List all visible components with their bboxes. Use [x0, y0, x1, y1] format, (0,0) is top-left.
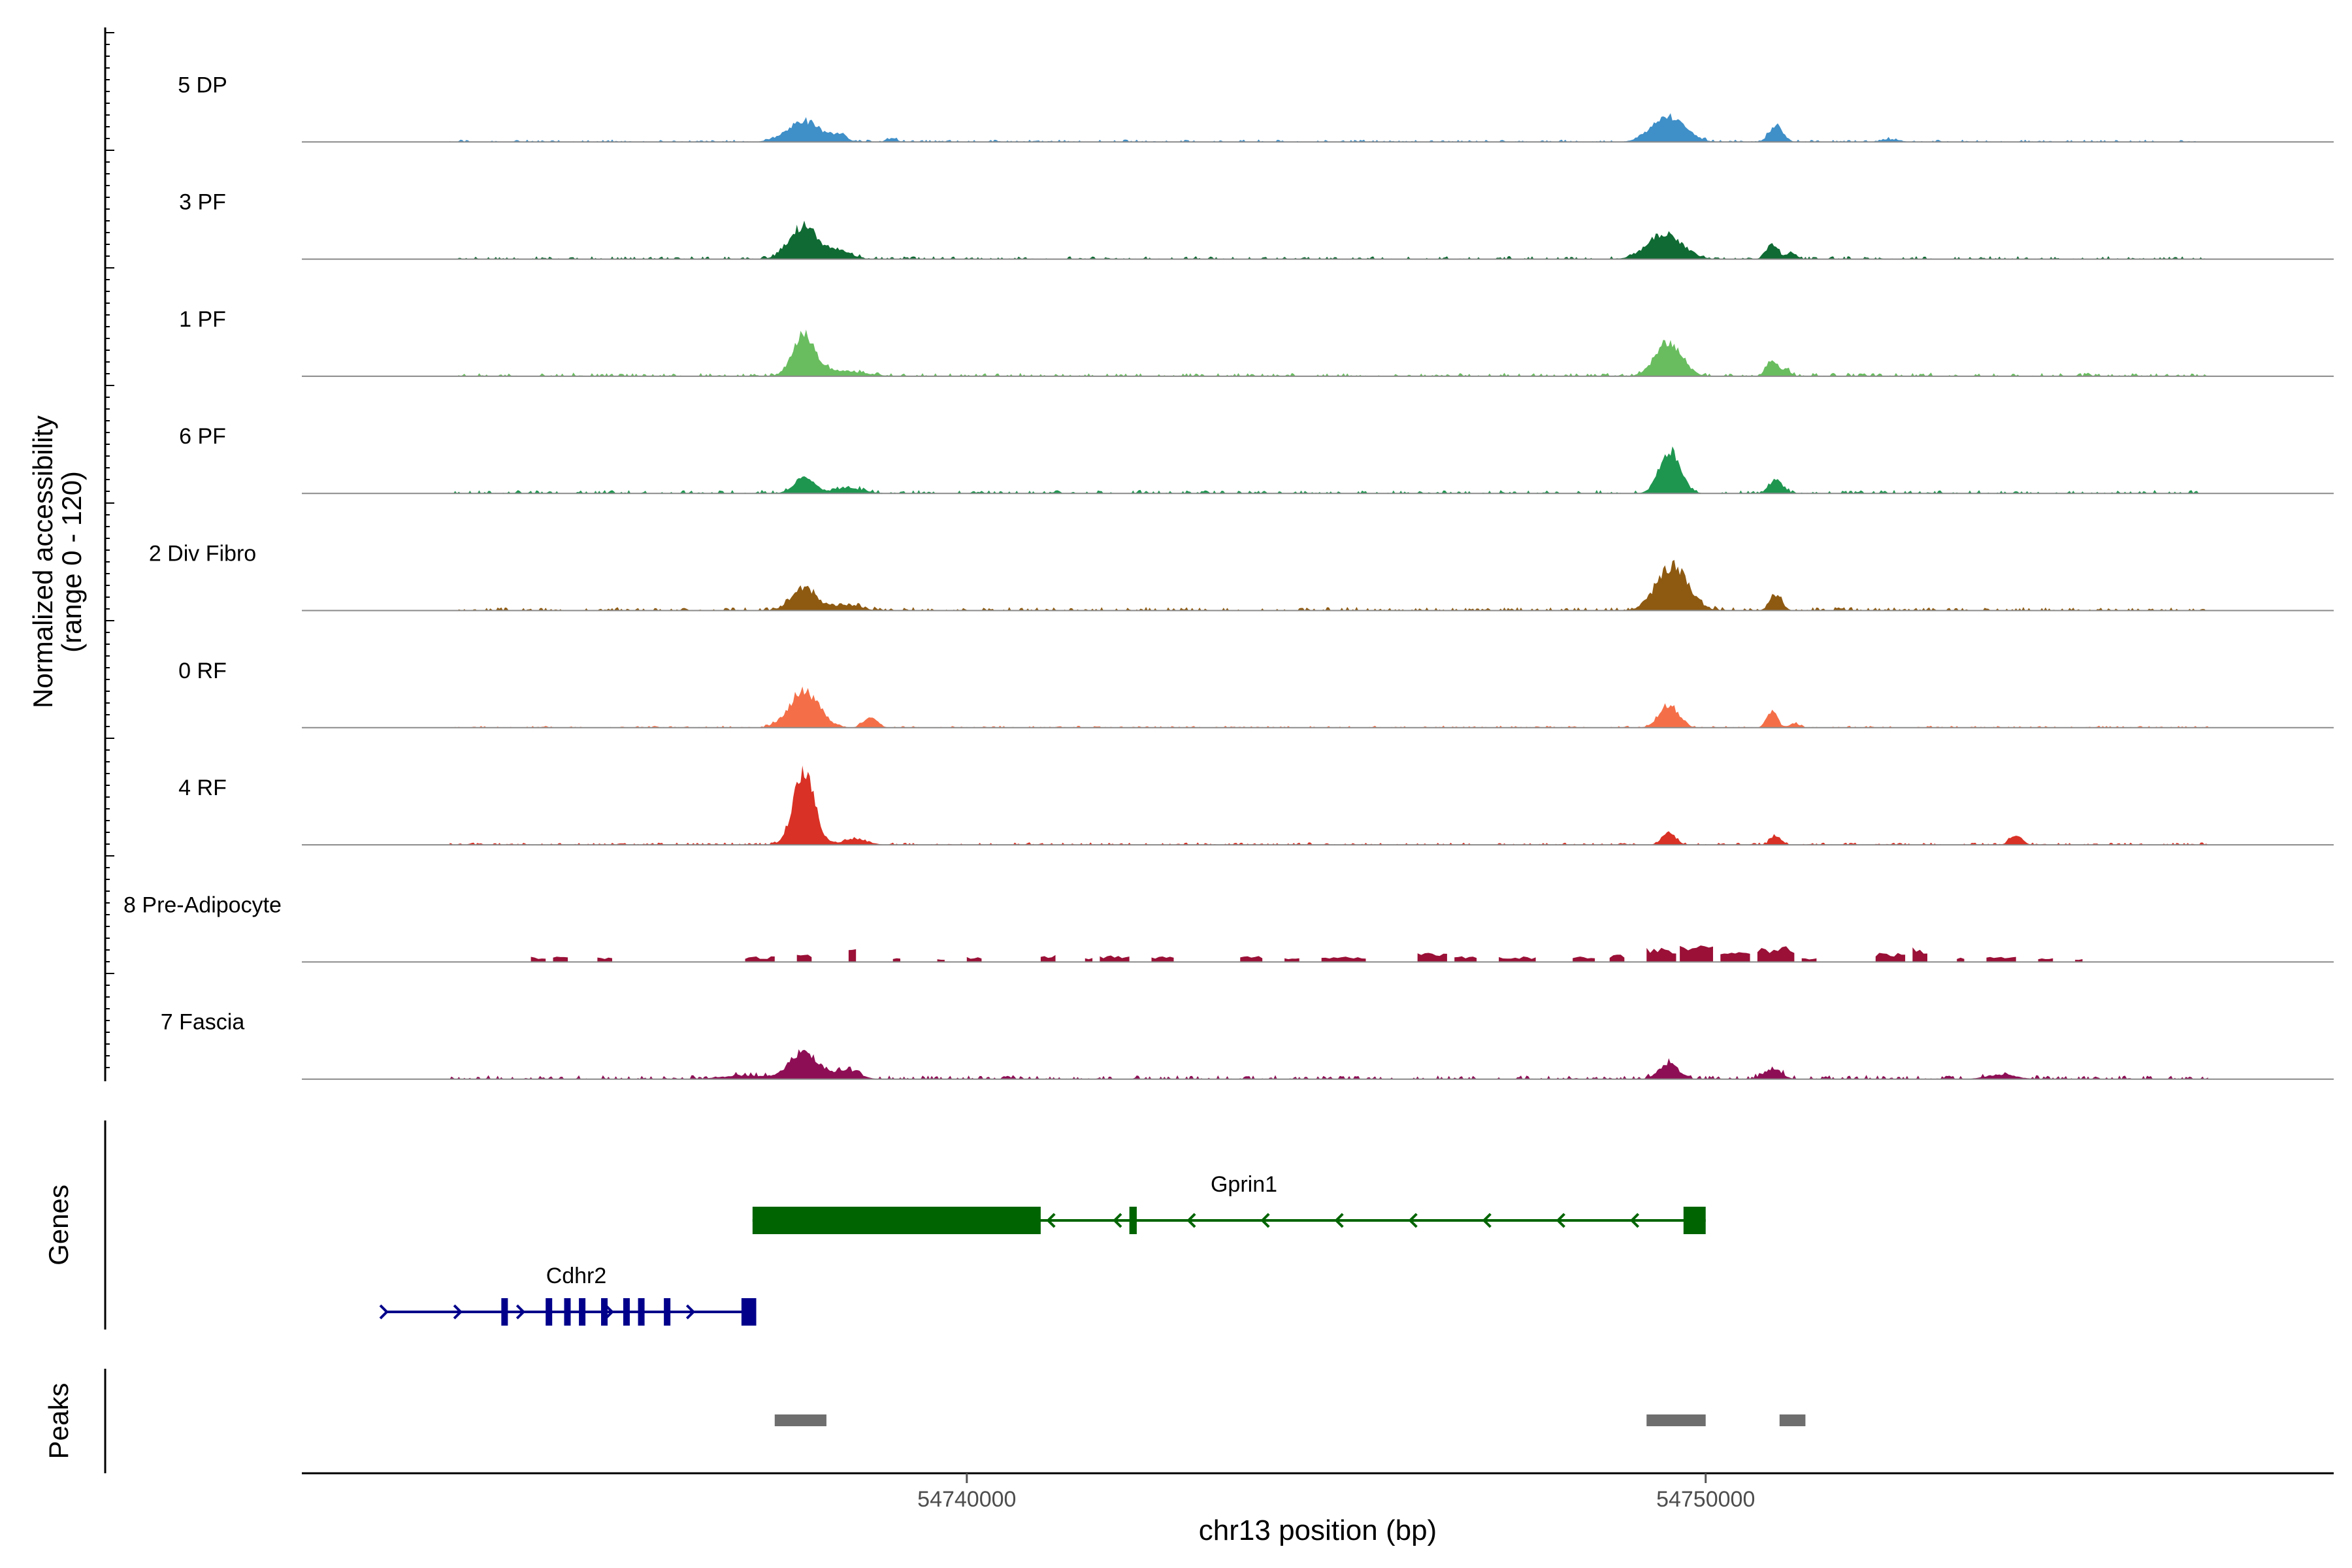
peak-region	[1779, 1414, 1806, 1426]
track-4-rf: 4 RF	[178, 765, 2334, 846]
track-label: 3 PF	[179, 190, 226, 215]
gene-exon	[664, 1298, 671, 1326]
coverage-area-5-dp	[449, 113, 2208, 142]
gene-strand-arrow	[1334, 1213, 1344, 1228]
coverage-area-3-pf	[449, 220, 2208, 259]
track-7-fascia: 7 Fascia	[161, 1010, 2334, 1080]
gene-strand-arrow	[604, 1304, 614, 1320]
gene-exon	[1683, 1207, 1706, 1234]
peak-region	[774, 1414, 826, 1426]
track-label: 4 RF	[178, 776, 227, 800]
track-2-div-fibro: 2 Div Fibro	[149, 542, 2334, 612]
track-label: 5 DP	[178, 73, 227, 97]
gene-strand-arrow	[1629, 1213, 1640, 1228]
coverage-area-2-div-fibro	[449, 560, 2208, 611]
peaks-track: Peaks	[43, 1369, 1806, 1473]
y-axis-title-line1: Normalized accessibility	[27, 416, 58, 708]
gene-strand-arrow	[515, 1304, 526, 1320]
gene-exon	[579, 1298, 586, 1326]
coverage-area-4-rf	[449, 765, 2208, 845]
coverage-tracks: 5 DP 3 PF 1 PF 6 PF 2 Div Fibro 0 RF 4 RF 8 Pre…	[123, 73, 2334, 1080]
gene-exon	[564, 1298, 571, 1326]
x-axis-tick-label: 54750000	[1656, 1487, 1755, 1512]
track-5-dp: 5 DP	[178, 73, 2334, 143]
track-0-rf: 0 RF	[178, 659, 2334, 728]
track-8-pre-adipocyte: 8 Pre-Adipocyte	[123, 892, 2334, 963]
gene-exon	[623, 1298, 630, 1326]
gene-strand-arrow	[379, 1304, 389, 1320]
x-axis-tick-label: 54740000	[917, 1487, 1016, 1512]
genes-track: Genes Cdhr2 Gprin1	[43, 1120, 1706, 1330]
gene-exon	[752, 1207, 1041, 1234]
track-label: 0 RF	[178, 659, 227, 683]
gene-strand-arrow	[1113, 1213, 1122, 1228]
track-label: 2 Div Fibro	[149, 542, 256, 566]
gene-strand-arrow	[1556, 1213, 1565, 1228]
gene-exon	[1129, 1207, 1137, 1234]
peak-region	[1646, 1414, 1706, 1426]
gene-strand-arrow	[1482, 1213, 1492, 1228]
track-3-pf: 3 PF	[179, 190, 2334, 260]
x-axis-title: chr13 position (bp)	[1199, 1514, 1437, 1546]
track-label: 6 PF	[179, 424, 226, 449]
gene-strand-arrow	[453, 1304, 463, 1320]
genes-track-title: Genes	[43, 1184, 74, 1266]
coverage-area-6-pf	[449, 446, 2208, 494]
gene-exon	[546, 1298, 553, 1326]
gene-strand-arrow	[685, 1304, 696, 1320]
track-label: 7 Fascia	[161, 1010, 245, 1035]
gene-exon	[741, 1298, 757, 1326]
x-axis: chr13 position (bp) 54740000 54750000	[302, 1472, 2334, 1546]
gene-gprin1: Gprin1	[752, 1172, 1706, 1234]
gene-exon	[501, 1298, 508, 1326]
track-label: 1 PF	[179, 307, 226, 332]
gene-strand-arrow	[1186, 1213, 1196, 1228]
peaks-track-title: Peaks	[43, 1383, 74, 1460]
track-6-pf: 6 PF	[179, 424, 2334, 495]
gene-strand-arrow	[1408, 1213, 1418, 1228]
gene-label: Gprin1	[1211, 1172, 1277, 1197]
coverage-area-1-pf	[449, 329, 2208, 376]
y-axis-title-line2: (range 0 - 120)	[56, 471, 87, 653]
gene-label: Cdhr2	[546, 1264, 607, 1288]
y-axis: Normalized accessibility (range 0 - 120)	[27, 27, 114, 1081]
gene-strand-arrow	[1046, 1213, 1056, 1228]
coverage-area-0-rf	[449, 686, 2208, 728]
gene-cdhr2: Cdhr2	[379, 1264, 757, 1326]
track-1-pf: 1 PF	[179, 307, 2334, 377]
coverage-area-7-fascia	[449, 1049, 2208, 1079]
track-label: 8 Pre-Adipocyte	[123, 892, 282, 917]
gene-strand-arrow	[1260, 1213, 1270, 1228]
gene-exon	[638, 1298, 645, 1326]
coverage-area-8-pre-adipocyte	[531, 945, 2083, 962]
gene-exon	[601, 1298, 608, 1326]
